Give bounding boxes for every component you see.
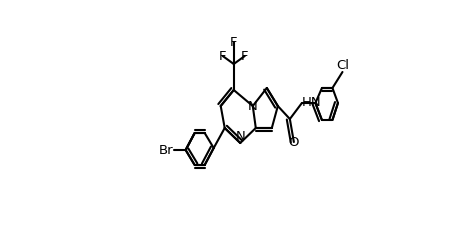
- Text: N: N: [236, 130, 245, 143]
- Text: Cl: Cl: [336, 59, 349, 72]
- Text: N: N: [248, 99, 257, 113]
- Text: F: F: [219, 50, 227, 63]
- Text: F: F: [241, 50, 248, 63]
- Text: HN: HN: [302, 96, 322, 109]
- Text: Br: Br: [159, 144, 174, 157]
- Text: F: F: [230, 35, 238, 49]
- Text: O: O: [289, 135, 299, 149]
